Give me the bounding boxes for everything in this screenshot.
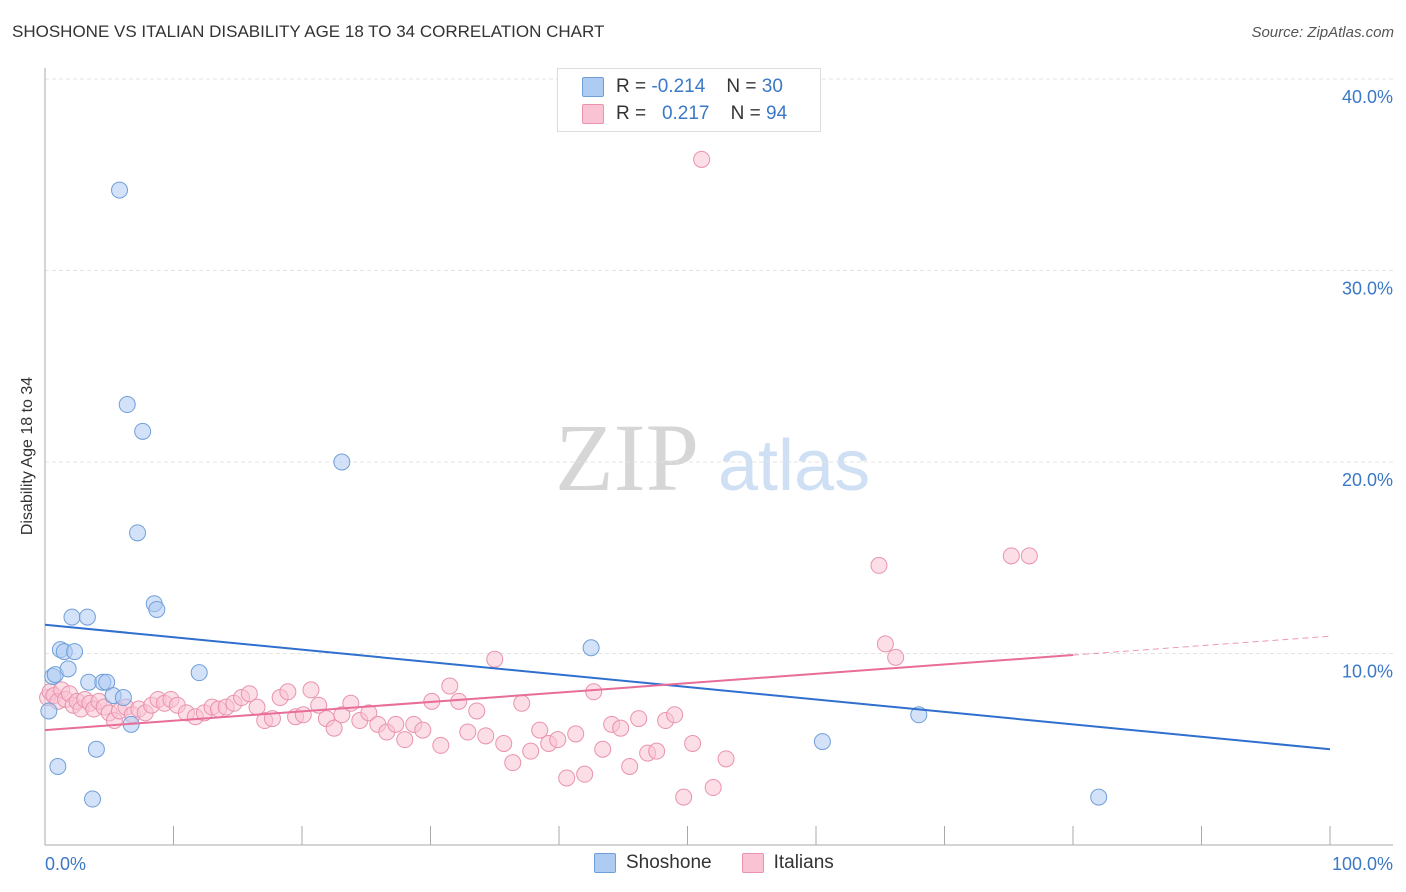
legend-item-shoshone: Shoshone [594,852,712,874]
italians-point [333,706,351,724]
italians-point [414,721,432,739]
source-label: Source: ZipAtlas.com [1251,24,1394,41]
y-tick-label: 30.0% [1342,279,1393,299]
shoshone-point [129,524,147,542]
italians-point [325,719,343,737]
italians-point [1002,547,1020,565]
watermark-zip: ZIP [555,404,699,511]
shoshone-point [582,639,600,657]
legend-label-italians: Italians [773,852,834,873]
shoshone-point [190,664,208,682]
shoshone-point [114,689,132,707]
shoshone-point [118,396,136,414]
shoshone-point [87,740,105,758]
shoshone-point [59,660,77,678]
italians-point [531,721,549,739]
italians-point [887,648,905,666]
italians-point [576,765,594,783]
shoshone-point [148,600,166,618]
y-tick-label: 10.0% [1342,662,1393,682]
italians-point [240,685,258,703]
italians-point [432,736,450,754]
italians-point [279,683,297,701]
italians-point [302,681,320,699]
chart-title: SHOSHONE VS ITALIAN DISABILITY AGE 18 TO… [12,22,605,41]
shoshone-point [66,643,84,661]
shoshone-point [80,673,98,691]
r-value: 0.217 [661,103,710,124]
italians-point [513,694,531,712]
italians-point [522,742,540,760]
shoshone-legend-swatch [594,853,616,873]
italians-point [717,750,735,768]
italians-point [567,725,585,743]
series-legend: Shoshone Italians [594,852,864,874]
italians-point [1020,547,1038,565]
shoshone-point [84,790,102,808]
italians-point [387,715,405,733]
italians-trend-line [44,654,1074,732]
italians-point [648,742,666,760]
italians-point [396,731,414,749]
shoshone-point [1090,788,1108,806]
shoshone-swatch [582,77,604,97]
italians-point [870,556,888,574]
italians-point [477,727,495,745]
correlation-legend: R = -0.214 N = 30 R = 0.217 N = 94 [557,68,821,132]
italians-legend-swatch [741,853,764,873]
italians-point [594,740,612,758]
n-label: N = [726,76,757,97]
italians-trend-extension [1072,635,1331,656]
italians-point [876,635,894,653]
italians-point [704,779,722,797]
italians-point [693,150,711,168]
italians-point [684,735,702,753]
shoshone-trend-line [44,623,1331,751]
italians-point [486,650,504,668]
italians-point [630,710,648,728]
italians-point [549,731,567,749]
n-value: 30 [761,76,783,97]
y-tick-label: 40.0% [1342,87,1393,107]
n-value: 94 [766,103,788,124]
r-label: R = [616,103,647,124]
italians-point [585,683,603,701]
italians-point [360,704,378,722]
shoshone-point [134,422,152,440]
r-value: -0.214 [651,76,706,97]
italians-point [468,702,486,720]
shoshone-point [40,702,58,720]
y-axis-label: Disability Age 18 to 34 [19,376,36,536]
italians-point [495,735,513,753]
shoshone-point [63,608,81,626]
italians-point [675,788,693,806]
italians-point [450,692,468,710]
r-label: R = [616,76,647,97]
shoshone-point [111,181,129,199]
legend-row-italians: R = 0.217 N = 94 [582,102,787,126]
x-tick-label: 100.0% [1332,854,1393,874]
shoshone-point [49,757,67,775]
y-tick-label: 20.0% [1342,470,1393,490]
watermark-atlas: atlas [718,426,870,506]
italians-point [621,757,639,775]
n-label: N = [730,103,761,124]
legend-row-shoshone: R = -0.214 N = 30 [582,75,783,99]
italians-point [459,723,477,741]
legend-label-shoshone: Shoshone [626,852,712,873]
legend-item-italians: Italians [741,852,834,874]
x-tick-label: 0.0% [45,854,86,874]
italians-point [612,719,630,737]
shoshone-point [78,608,96,626]
italians-point [666,706,684,724]
italians-swatch [582,104,604,124]
italians-point [294,706,312,724]
shoshone-point [813,733,831,751]
italians-point [558,769,576,787]
shoshone-point [333,453,351,471]
italians-point [504,754,522,772]
italians-point [441,677,459,695]
